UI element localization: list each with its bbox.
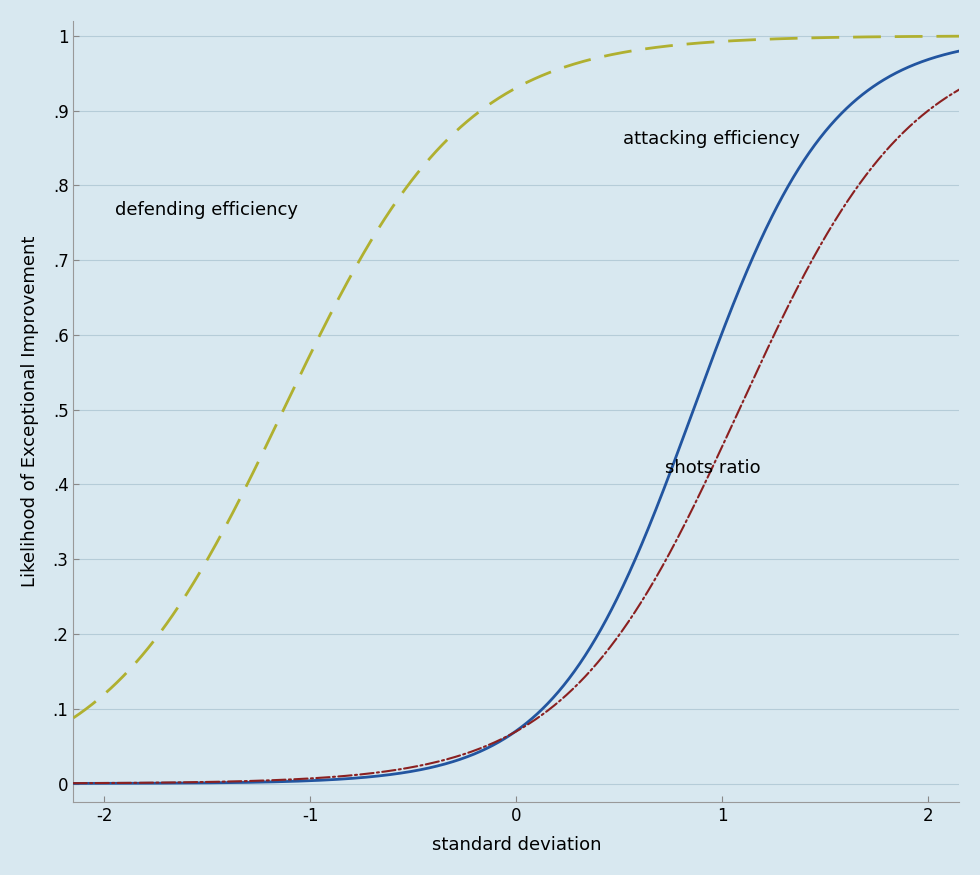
Text: attacking efficiency: attacking efficiency xyxy=(623,130,801,148)
Text: shots ratio: shots ratio xyxy=(664,459,760,477)
X-axis label: standard deviation: standard deviation xyxy=(431,836,601,854)
Y-axis label: Likelihood of Exceptional Improvement: Likelihood of Exceptional Improvement xyxy=(21,236,39,587)
Text: defending efficiency: defending efficiency xyxy=(115,201,298,220)
